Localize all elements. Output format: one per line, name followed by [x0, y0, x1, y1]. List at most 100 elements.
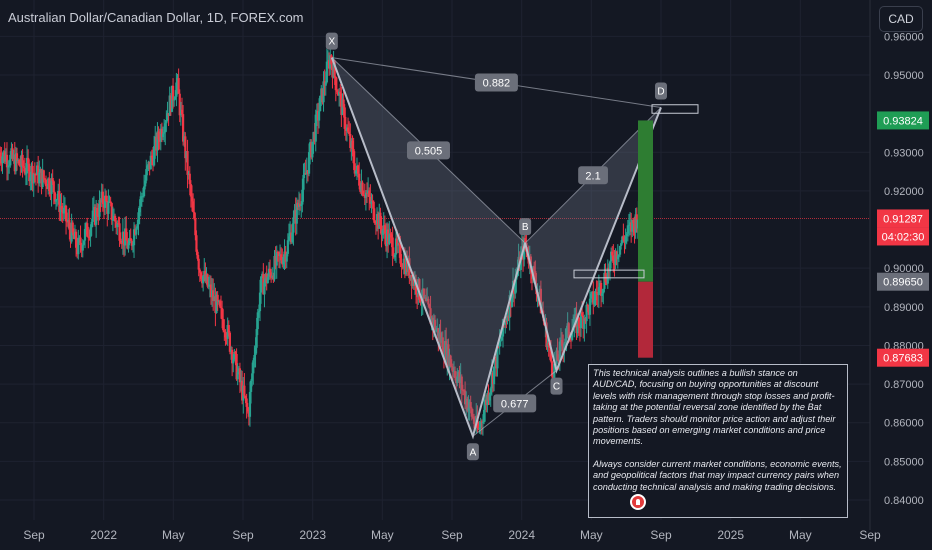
candle: [393, 252, 396, 261]
candle: [85, 221, 88, 235]
candle: [309, 138, 312, 165]
y-tick-label: 0.86000: [884, 418, 924, 430]
candle: [622, 223, 625, 242]
candle: [416, 293, 419, 310]
price-label: 0.87683: [883, 353, 923, 365]
x-tick-label: Sep: [441, 528, 463, 542]
candle: [621, 235, 624, 245]
candle: [479, 417, 482, 435]
x-tick-label: May: [371, 528, 394, 542]
candle: [197, 255, 200, 277]
candle: [339, 84, 342, 107]
candle: [354, 170, 357, 176]
candle: [39, 166, 42, 173]
candle: [23, 157, 26, 176]
candle: [328, 52, 331, 76]
currency-button[interactable]: CAD: [879, 6, 923, 32]
candle: [504, 319, 507, 334]
candle: [32, 172, 35, 197]
candle: [234, 350, 237, 366]
candle: [10, 142, 13, 159]
candle: [74, 229, 78, 257]
candle: [156, 122, 159, 163]
candle: [303, 162, 306, 179]
candle: [53, 191, 56, 205]
candle: [441, 331, 444, 354]
candle: [429, 295, 432, 324]
candle: [422, 288, 425, 305]
candle: [615, 250, 618, 266]
candle: [307, 143, 311, 177]
author-avatar-icon[interactable]: [630, 494, 646, 510]
candle: [0, 146, 2, 166]
candle: [77, 229, 80, 260]
take-profit-zone: [638, 120, 653, 282]
candle: [492, 366, 496, 392]
candle: [219, 295, 223, 319]
candle: [489, 386, 492, 407]
candle: [117, 216, 120, 225]
candle: [108, 195, 111, 204]
candle: [221, 300, 224, 329]
position-zones: [573, 104, 699, 358]
y-tick-label: 0.96000: [884, 31, 924, 43]
candle: [284, 245, 287, 269]
candle: [50, 173, 53, 207]
candle: [88, 229, 91, 241]
candle: [146, 164, 149, 176]
candle: [183, 131, 186, 147]
candle: [151, 147, 155, 172]
candle: [144, 174, 147, 190]
candle: [427, 296, 430, 307]
candle: [188, 166, 191, 196]
candle: [154, 125, 157, 159]
candle: [253, 345, 256, 368]
candle: [42, 169, 45, 183]
candle: [102, 198, 106, 220]
candle: [210, 278, 214, 307]
candle: [105, 190, 108, 203]
ratio-label-bg: [406, 141, 450, 160]
candle: [370, 193, 373, 214]
candle: [266, 273, 269, 284]
candle: [11, 143, 14, 162]
candle: [129, 228, 132, 241]
candle: [247, 407, 250, 426]
price-axis: 0.840000.850000.860000.870000.880000.890…: [869, 0, 929, 530]
x-tick-label: May: [162, 528, 185, 542]
candle: [345, 124, 349, 142]
candle: [368, 187, 371, 211]
candle: [436, 318, 439, 336]
candle: [498, 329, 501, 355]
candle: [217, 299, 220, 305]
candle: [80, 242, 83, 258]
candle: [311, 141, 314, 163]
candle: [301, 178, 304, 213]
candle: [12, 149, 15, 164]
candle: [267, 262, 271, 281]
candle: [41, 158, 44, 189]
candle: [275, 245, 278, 279]
candle: [450, 359, 453, 371]
candle: [377, 211, 380, 240]
candle: [383, 215, 386, 245]
candle: [614, 248, 617, 270]
candle: [78, 235, 81, 243]
candle: [292, 210, 295, 246]
candle: [130, 238, 133, 251]
candle: [184, 132, 187, 171]
candle: [28, 159, 31, 186]
candle: [38, 160, 41, 187]
candle: [112, 208, 116, 221]
candle: [353, 151, 356, 177]
candle: [82, 240, 85, 246]
candle: [136, 219, 139, 230]
candle: [305, 157, 308, 184]
candle: [281, 248, 284, 268]
candle: [58, 178, 61, 221]
candle: [237, 366, 240, 375]
candle: [63, 197, 67, 219]
ratio-label-bg: [474, 73, 518, 92]
candle: [22, 160, 25, 172]
candle: [166, 101, 169, 122]
